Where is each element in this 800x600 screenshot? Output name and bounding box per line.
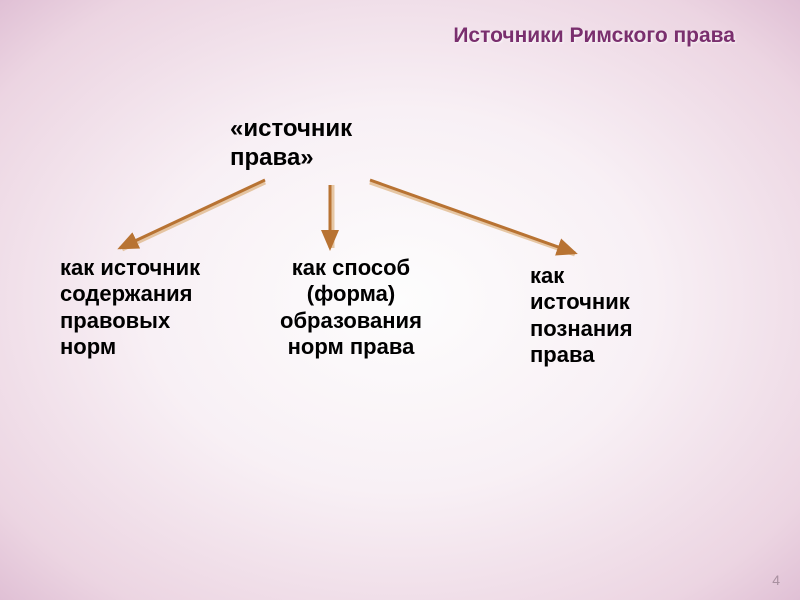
page-title: Источники Римского права xyxy=(453,24,735,48)
leaf-node-1: как источниксодержанияправовыхнорм xyxy=(60,255,200,361)
arrow-left-highlight xyxy=(122,182,265,249)
arrow-right-highlight xyxy=(370,182,575,254)
leaf-node-2: как способ(форма)образованиянорм права xyxy=(280,255,422,361)
arrow-group xyxy=(120,180,575,254)
arrow-right xyxy=(370,180,575,253)
arrow-left xyxy=(120,180,265,248)
page-number: 4 xyxy=(772,572,780,588)
root-node: «источникправа» xyxy=(230,115,352,173)
leaf-node-3: какисточникпознанияправа xyxy=(530,263,633,369)
